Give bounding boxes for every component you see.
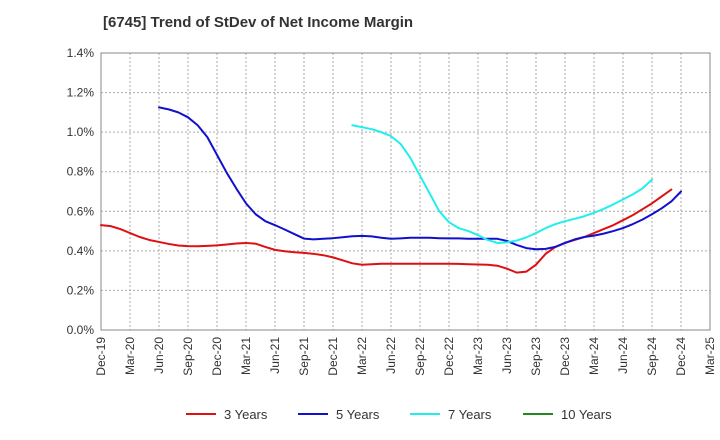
x-tick-label: Sep-21	[297, 337, 311, 376]
x-tick-label: Mar-21	[239, 337, 253, 375]
y-tick-label: 1.4%	[67, 46, 95, 60]
x-tick-label: Mar-23	[471, 337, 485, 375]
x-tick-label: Jun-20	[152, 337, 166, 374]
x-tick-layer: Dec-19 Mar-20 Jun-20 Sep-20 Dec-20 Mar-21 Jun-…	[94, 337, 717, 376]
y-tick-label: 1.0%	[67, 125, 95, 139]
x-tick-label: Dec-23	[558, 337, 572, 376]
legend-label: 10 Years	[561, 407, 612, 422]
y-tick-label: 0.6%	[67, 204, 95, 218]
x-tick-label: Jun-24	[616, 337, 630, 374]
x-tick-label: Mar-25	[703, 337, 717, 375]
x-tick-label: Jun-21	[268, 337, 282, 374]
x-tick-label: Dec-24	[674, 337, 688, 376]
series-line	[158, 106, 682, 251]
series-line	[351, 124, 653, 244]
y-tick-layer: 0.0% 0.2% 0.4% 0.6% 0.8% 1.0% 1.2% 1.4%	[67, 46, 95, 337]
y-tick-label: 0.8%	[67, 165, 95, 179]
legend: 3 Years 5 Years 7 Years 10 Years	[186, 407, 612, 422]
y-tick-label: 0.4%	[67, 244, 95, 258]
plot-area	[101, 53, 710, 330]
legend-label: 5 Years	[336, 407, 380, 422]
y-tick-label: 0.0%	[67, 323, 95, 337]
series-layer	[100, 106, 682, 274]
x-tick-label: Mar-22	[355, 337, 369, 375]
chart-title: [6745] Trend of StDev of Net Income Marg…	[103, 14, 414, 31]
x-tick-label: Jun-23	[500, 337, 514, 374]
x-tick-label: Sep-24	[645, 337, 659, 376]
y-tick-label: 0.2%	[67, 283, 95, 297]
x-tick-label: Sep-23	[529, 337, 543, 376]
x-tick-label: Sep-22	[413, 337, 427, 376]
legend-label: 3 Years	[224, 407, 268, 422]
x-tick-label: Dec-19	[94, 337, 108, 376]
x-tick-label: Jun-22	[384, 337, 398, 374]
plot-frame	[100, 52, 711, 331]
x-tick-label: Mar-24	[587, 337, 601, 375]
x-tick-label: Sep-20	[181, 337, 195, 376]
y-tick-label: 1.2%	[67, 86, 95, 100]
x-tick-label: Dec-20	[210, 337, 224, 376]
x-tick-label: Dec-21	[326, 337, 340, 376]
x-tick-label: Dec-22	[442, 337, 456, 376]
x-tick-label: Mar-20	[123, 337, 137, 375]
legend-label: 7 Years	[448, 407, 492, 422]
